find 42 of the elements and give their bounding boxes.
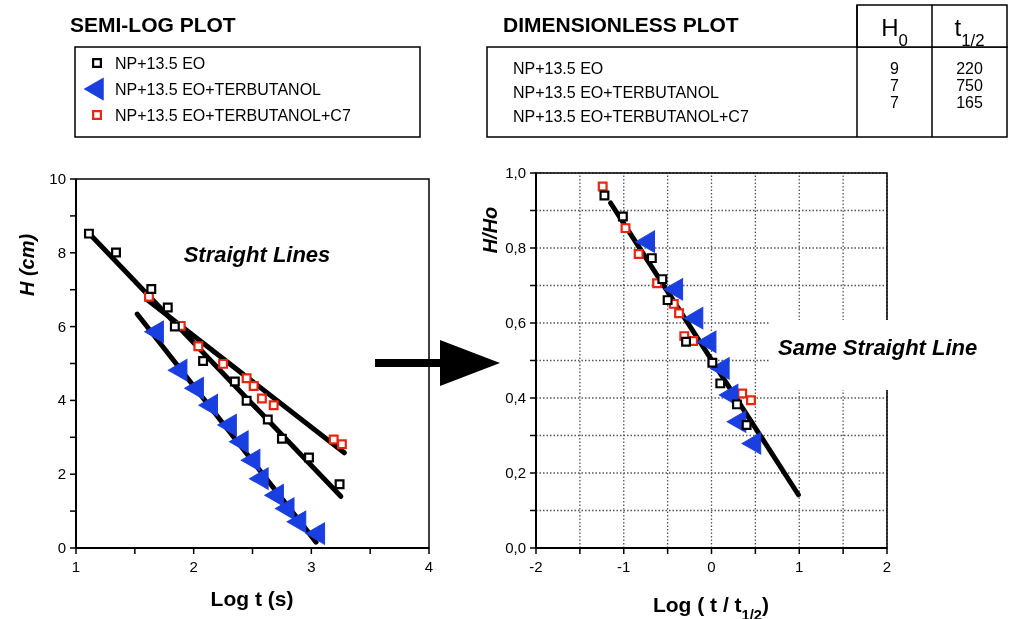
text: 7 [890, 77, 900, 94]
text: NP+13.5 EO+TERBUTANOL [513, 84, 720, 101]
x-tick-label: 1 [71, 558, 81, 575]
y-tick-label: 0,0 [505, 539, 526, 556]
text: NP+13.5 EO [513, 60, 604, 77]
y-tick-label: 0 [57, 539, 66, 556]
chart-title: DIMENSIONLESS PLOT [503, 13, 739, 36]
text: 165 [956, 94, 983, 111]
y-tick-label: 0,6 [505, 314, 526, 331]
y-tick-label: 2 [57, 465, 66, 483]
text: 220 [956, 60, 983, 77]
x-tick-label: 4 [424, 558, 434, 575]
legend-label: NP+13.5 EO+TERBUTANOL+C7 [115, 107, 351, 124]
y-tick-label: 0,8 [505, 239, 526, 256]
text: 750 [956, 77, 983, 94]
y-tick-label: 0,2 [505, 464, 526, 481]
legend-label: NP+13.5 EO [115, 55, 206, 72]
x-tick-label: 2 [882, 558, 892, 575]
text: NP+13.5 EO+TERBUTANOL+C7 [513, 108, 749, 125]
x-axis-title: Log t (s) [210, 587, 294, 610]
x-tick-label: 2 [189, 558, 198, 575]
x-tick-label: 1 [795, 558, 804, 575]
x-tick-label: -1 [617, 558, 631, 575]
y-tick-label: 1,0 [505, 164, 526, 181]
x-tick-label: 3 [307, 558, 316, 575]
chart-title: SEMI-LOG PLOT [70, 13, 236, 36]
y-tick-label: 0,4 [505, 389, 526, 406]
y-tick-label: 8 [57, 243, 66, 261]
legend-label: NP+13.5 EO+TERBUTANOL [115, 81, 322, 98]
x-tick-label: 0 [707, 558, 716, 575]
text: H$_{0}$ [881, 14, 908, 50]
y-axis-title: H (cm) [16, 233, 38, 297]
y-tick-label: 10 [49, 170, 66, 187]
annotation: Straight Lines [183, 242, 331, 267]
y-tick-label: 4 [57, 391, 66, 409]
text: 7 [890, 94, 900, 111]
annotation: Same Straight Line [778, 335, 978, 360]
y-axis-title: H/Ho [479, 206, 501, 254]
text: t$_{1/2}$ [954, 14, 985, 50]
y-tick-label: 6 [57, 317, 66, 335]
text: 9 [890, 60, 900, 77]
x-tick-label: -2 [529, 558, 543, 575]
